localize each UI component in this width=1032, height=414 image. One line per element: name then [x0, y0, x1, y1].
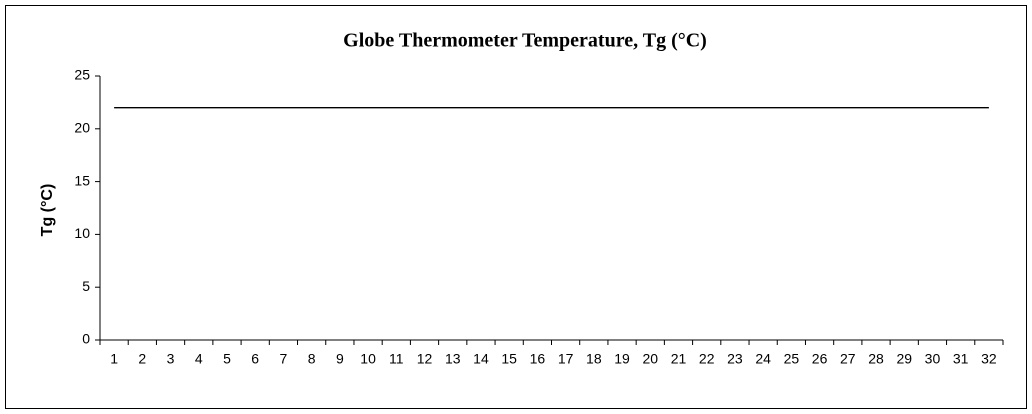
chart-title: Globe Thermometer Temperature, Tg (°C): [343, 30, 707, 52]
x-tick-label: 31: [953, 351, 969, 367]
x-tick-label: 4: [195, 351, 203, 367]
x-tick-label: 6: [251, 351, 259, 367]
x-tick-label: 29: [896, 351, 912, 367]
y-axis-label: Tg (°C): [39, 184, 56, 237]
y-tick-label: 15: [74, 172, 90, 188]
x-tick-label: 28: [868, 351, 884, 367]
x-tick-label: 16: [530, 351, 546, 367]
x-tick-label: 17: [558, 351, 574, 367]
x-tick-label: 2: [138, 351, 146, 367]
y-tick-label: 25: [74, 67, 90, 83]
x-tick-label: 7: [280, 351, 288, 367]
x-tick-label: 18: [586, 351, 602, 367]
x-tick-label: 25: [784, 351, 800, 367]
x-tick-label: 9: [336, 351, 344, 367]
x-tick-label: 20: [642, 351, 658, 367]
x-tick-label: 13: [445, 351, 461, 367]
chart-border: [5, 5, 1027, 409]
x-tick-label: 10: [360, 351, 376, 367]
x-tick-label: 5: [223, 351, 231, 367]
x-tick-label: 24: [755, 351, 771, 367]
x-tick-label: 8: [308, 351, 316, 367]
x-tick-label: 3: [167, 351, 175, 367]
y-tick-label: 10: [74, 225, 90, 241]
x-tick-label: 19: [614, 351, 630, 367]
y-tick-label: 20: [74, 120, 90, 136]
x-tick-label: 14: [473, 351, 489, 367]
x-tick-label: 27: [840, 351, 856, 367]
x-tick-label: 22: [699, 351, 715, 367]
x-tick-label: 21: [671, 351, 687, 367]
y-tick-label: 0: [82, 331, 90, 347]
x-tick-label: 23: [727, 351, 743, 367]
y-tick-label: 5: [82, 278, 90, 294]
x-tick-label: 12: [417, 351, 433, 367]
x-tick-label: 30: [925, 351, 941, 367]
x-tick-label: 11: [389, 351, 404, 367]
x-tick-label: 32: [981, 351, 997, 367]
x-tick-label: 1: [110, 351, 118, 367]
x-tick-label: 15: [501, 351, 517, 367]
x-tick-label: 26: [812, 351, 828, 367]
